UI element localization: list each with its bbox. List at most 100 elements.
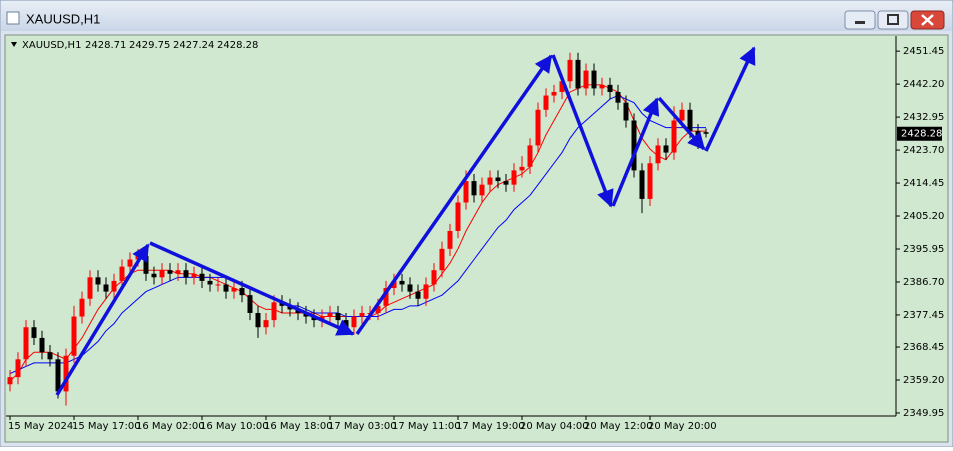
arrow <box>551 54 614 208</box>
candle-body <box>399 280 405 285</box>
arrow <box>55 243 150 396</box>
candle-body <box>23 327 29 360</box>
candle-body <box>519 166 525 171</box>
candle-body <box>503 181 509 185</box>
candle-body <box>567 59 573 82</box>
candle-body <box>703 132 709 134</box>
y-tick-label: 2395.95 <box>903 244 944 255</box>
candle-body <box>359 312 365 317</box>
plot <box>7 52 709 406</box>
candle-body <box>335 312 341 321</box>
y-tick-label: 2359.20 <box>903 375 944 386</box>
x-tick-label: 15 May 17:00 <box>72 421 141 432</box>
candle-body <box>631 120 637 171</box>
candle-body <box>167 270 173 274</box>
title-bar <box>1 1 952 31</box>
header-open: 2428.71 <box>85 40 126 51</box>
candle-body <box>471 181 477 196</box>
candle-body <box>103 284 109 292</box>
candle-body <box>55 359 61 392</box>
window-icon <box>6 11 20 25</box>
current-price-box <box>897 126 942 141</box>
candle-body <box>663 145 669 153</box>
trend-arrows <box>55 46 756 396</box>
candle-body <box>495 177 501 182</box>
candle-body <box>415 291 421 299</box>
candle-body <box>39 337 45 353</box>
y-tick-label: 2414.45 <box>903 178 944 189</box>
header-low: 2427.24 <box>173 40 214 51</box>
candle-body <box>447 230 453 249</box>
x-tick-label: 16 May 02:00 <box>136 421 205 432</box>
candle-body <box>615 91 621 103</box>
candle-body <box>255 312 261 328</box>
candle-body <box>551 91 557 96</box>
y-tick-label: 2432.95 <box>903 112 944 123</box>
candle-body <box>583 70 589 89</box>
candle-body <box>655 145 661 164</box>
candle-body <box>63 355 69 392</box>
candle-body <box>143 255 149 274</box>
current-price-label: 2428.28 <box>901 129 942 140</box>
restore-button[interactable] <box>877 10 909 30</box>
candle-body <box>647 163 653 199</box>
candle-body <box>159 270 165 278</box>
x-tick-label: 15 May 2024 <box>8 421 73 432</box>
x-tick-label: 16 May 18:00 <box>264 421 333 432</box>
x-tick-label: 16 May 10:00 <box>200 421 269 432</box>
y-tick-label: 2386.70 <box>903 277 944 288</box>
moving-average <box>9 94 706 375</box>
candle-body <box>71 316 77 356</box>
y-tick-label: 2377.45 <box>903 310 944 321</box>
x-tick-label: 17 May 11:00 <box>392 421 461 432</box>
candle-body <box>87 277 93 299</box>
candle-body <box>687 109 693 132</box>
candle-body <box>599 84 605 89</box>
arrow <box>704 46 756 152</box>
candle-body <box>207 280 213 285</box>
candle-body <box>327 312 333 317</box>
y-tick-label: 2349.95 <box>903 408 944 419</box>
candle-body <box>559 81 565 92</box>
header-close: 2428.28 <box>217 40 258 51</box>
candle-body <box>343 320 349 328</box>
header-high: 2429.75 <box>129 40 170 51</box>
y-tick-label: 2368.45 <box>903 342 944 353</box>
candle-body <box>479 184 485 196</box>
candle-body <box>15 359 21 378</box>
candle-body <box>527 145 533 167</box>
candle-body <box>679 109 685 121</box>
candle-body <box>487 177 493 185</box>
candle-body <box>623 102 629 121</box>
header-arrow <box>11 42 17 47</box>
candle-body <box>79 298 85 317</box>
x-tick-label: 20 May 04:00 <box>520 421 589 432</box>
minimize-button[interactable] <box>844 10 876 30</box>
candle-body <box>431 270 437 285</box>
chart-symbol: XAUUSD,H1 <box>22 40 81 51</box>
candle-body <box>511 170 517 185</box>
candle-body <box>423 284 429 299</box>
window-buttons[interactable] <box>844 10 945 30</box>
candle-body <box>671 120 677 153</box>
x-tick-label: 20 May 20:00 <box>648 421 717 432</box>
candle-body <box>455 202 461 231</box>
arrow <box>355 54 553 336</box>
x-tick-label: 17 May 19:00 <box>456 421 525 432</box>
arrow <box>149 241 355 336</box>
candle-body <box>199 273 205 281</box>
candle-body <box>543 95 549 110</box>
candle-body <box>183 270 189 278</box>
candle-body <box>351 316 357 328</box>
candle-body <box>439 248 445 271</box>
candle-body <box>535 109 541 146</box>
arrow <box>611 97 660 207</box>
candle-body <box>119 266 125 281</box>
candle-body <box>263 320 269 328</box>
candle-body <box>383 288 389 306</box>
close-icon <box>921 14 934 26</box>
candle-body <box>407 284 413 292</box>
candle-body <box>127 259 133 267</box>
y-tick-label: 2442.20 <box>903 79 944 90</box>
candle-body <box>375 305 381 313</box>
